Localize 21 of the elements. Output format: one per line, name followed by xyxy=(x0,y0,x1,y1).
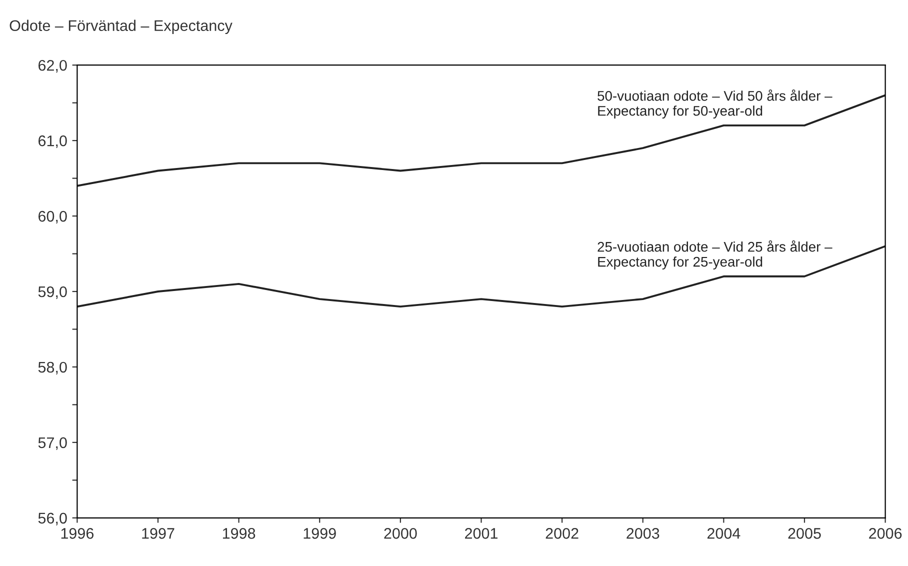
x-tick-label: 2003 xyxy=(626,528,660,539)
x-tick-label: 1998 xyxy=(222,528,256,539)
series-label: 50-vuotiaan odote – Vid 50 års ålder – Expectancy for 50-year-old xyxy=(598,89,832,119)
x-tick-label: 2005 xyxy=(788,528,821,539)
y-tick-label: 62,0 xyxy=(38,60,67,73)
chart-title: Odote – Förväntad – Expectancy xyxy=(10,20,232,34)
x-tick-label: 2006 xyxy=(869,528,902,539)
x-tick-label: 1999 xyxy=(304,528,336,539)
x-tick-label: 2000 xyxy=(384,528,417,539)
y-tick-label: 60,0 xyxy=(38,210,67,224)
y-tick-label: 58,0 xyxy=(38,362,67,374)
series-label: 25-vuotiaan odote – Vid 25 års ålder – Expectancy for 25-year-old xyxy=(598,240,832,270)
y-tick-label: 61,0 xyxy=(38,135,67,148)
x-tick-label: 2002 xyxy=(546,528,578,539)
x-tick-label: 1996 xyxy=(61,528,94,539)
x-tick-label: 1997 xyxy=(142,528,174,539)
y-tick-label: 56,0 xyxy=(38,512,67,526)
y-tick-label: 59,0 xyxy=(38,286,67,299)
y-tick-label: 57,0 xyxy=(38,437,67,450)
x-tick-label: 2004 xyxy=(707,528,740,539)
x-tick-label: 2001 xyxy=(465,528,498,539)
